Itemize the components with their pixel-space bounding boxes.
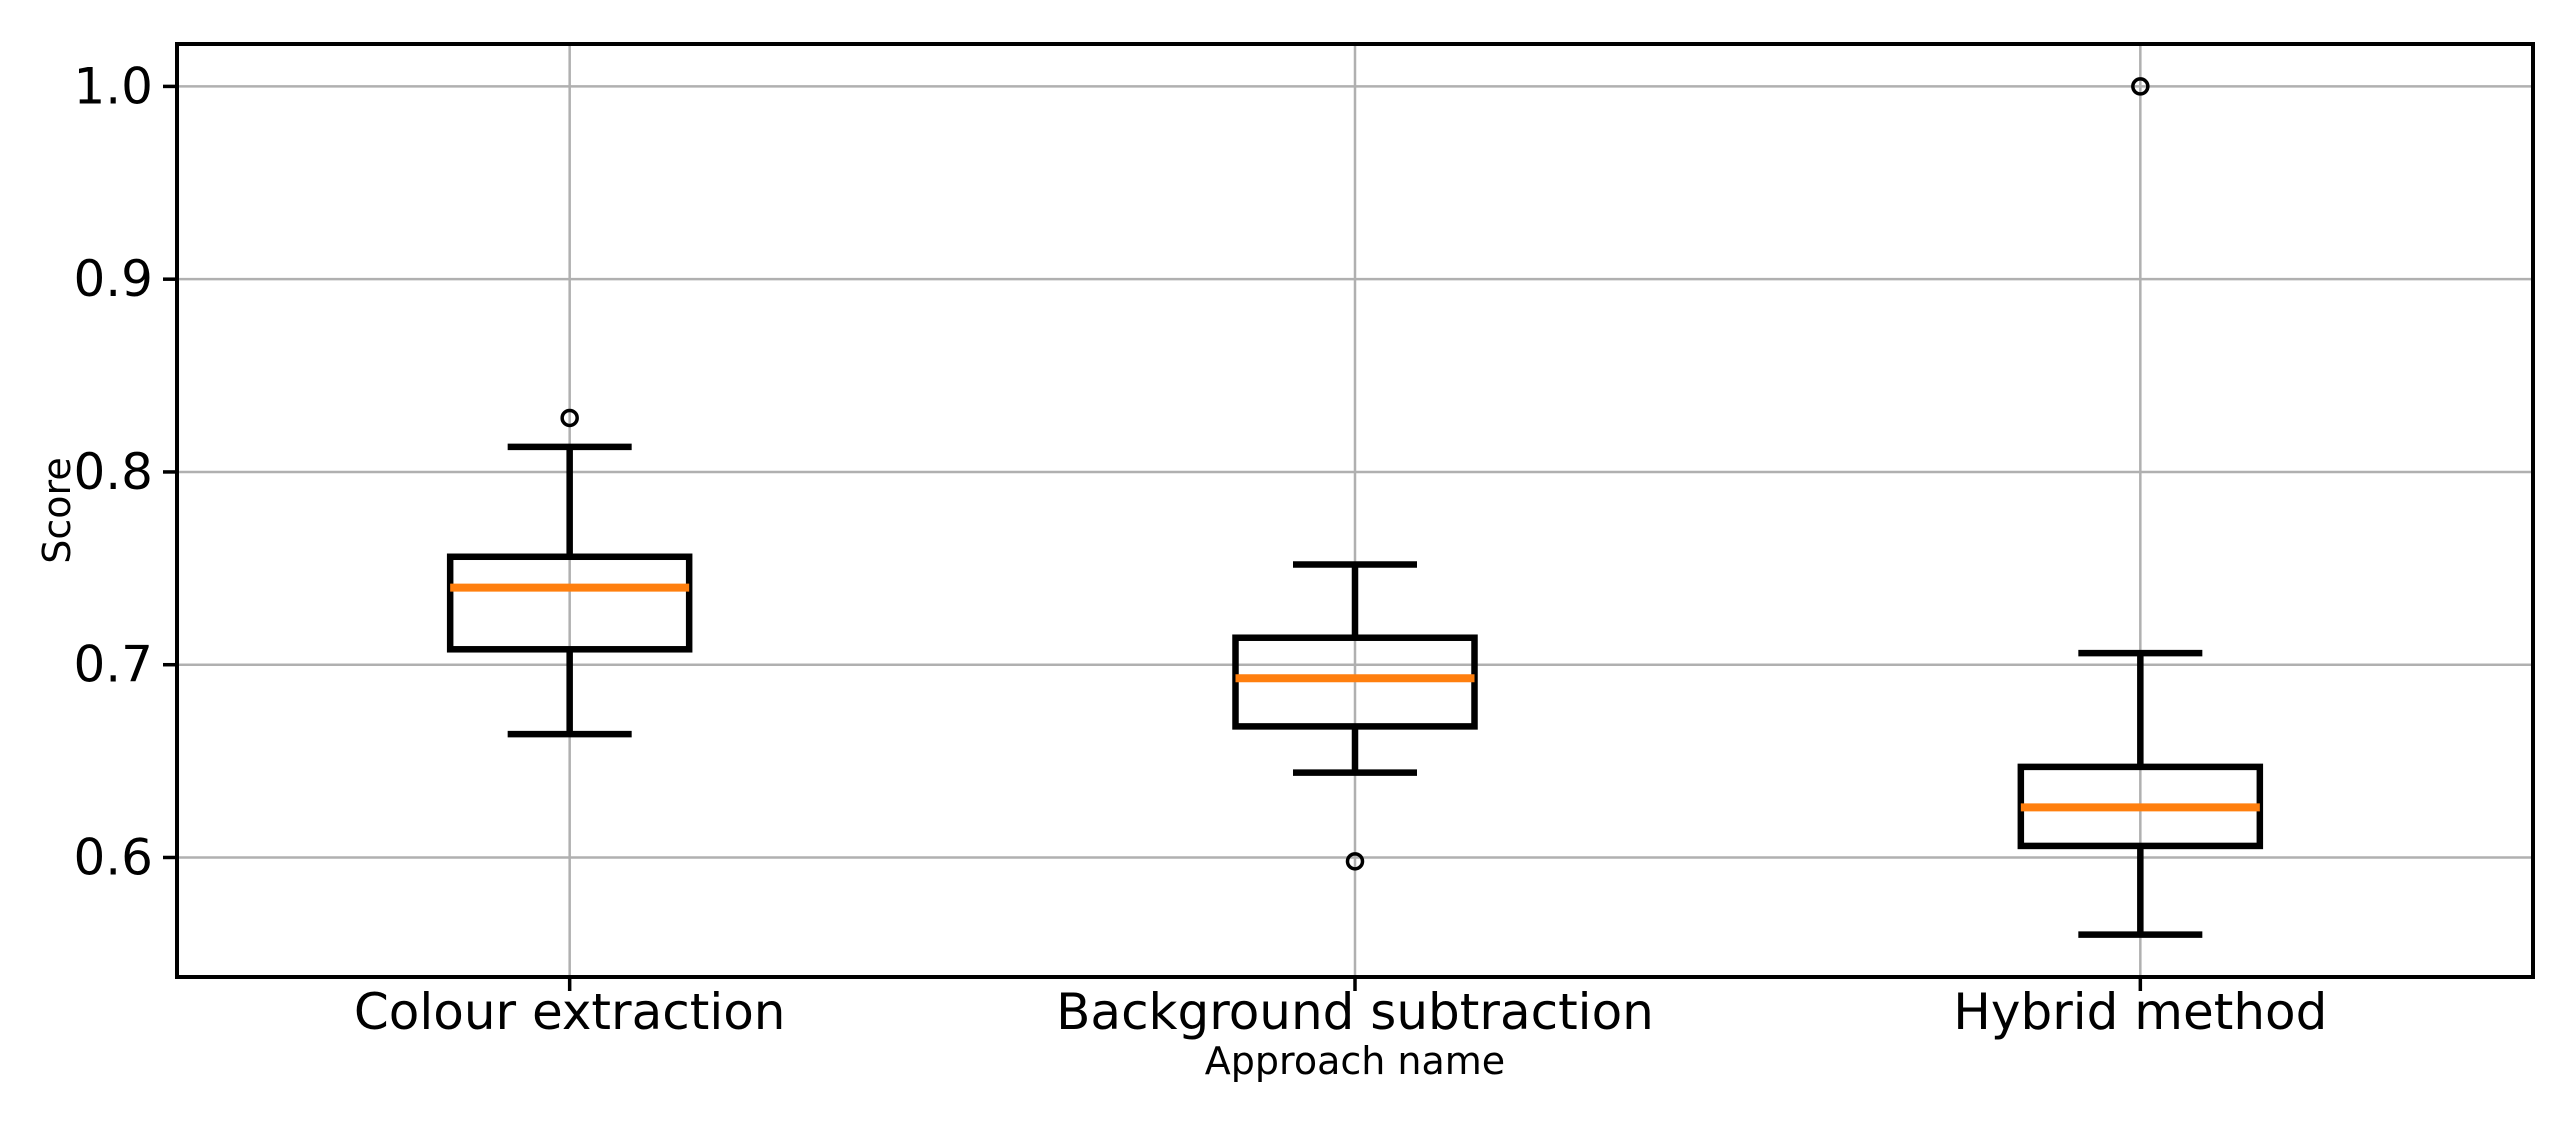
x-tick-label-colour-extraction: Colour extraction — [354, 983, 786, 1041]
tick-label-layer: 0.6 0.7 0.8 0.9 1.0 Colour extraction Backgrou… — [73, 57, 2327, 1041]
box-colour-extraction — [446, 553, 693, 653]
x-tick-label-hybrid-method: Hybrid method — [1953, 983, 2327, 1041]
boxplot-marks-layer — [446, 77, 2264, 938]
x-axis-title: Approach name — [1205, 1039, 1505, 1083]
outlier-background-subtraction — [1345, 852, 1365, 871]
x-tick-label-background-subtraction: Background subtraction — [1056, 983, 1654, 1041]
y-tick-label: 0.6 — [73, 828, 153, 886]
outlier-colour-extraction — [560, 408, 579, 428]
grid-layer — [177, 44, 2533, 977]
y-axis-title: Score — [35, 457, 79, 563]
y-tick-label: 1.0 — [73, 57, 153, 115]
y-tick-label: 0.9 — [73, 250, 153, 308]
axis-layer — [163, 42, 2535, 991]
outlier-hybrid-method — [2131, 77, 2150, 96]
y-tick-label: 0.8 — [73, 443, 153, 501]
y-tick-label: 0.7 — [73, 636, 153, 694]
